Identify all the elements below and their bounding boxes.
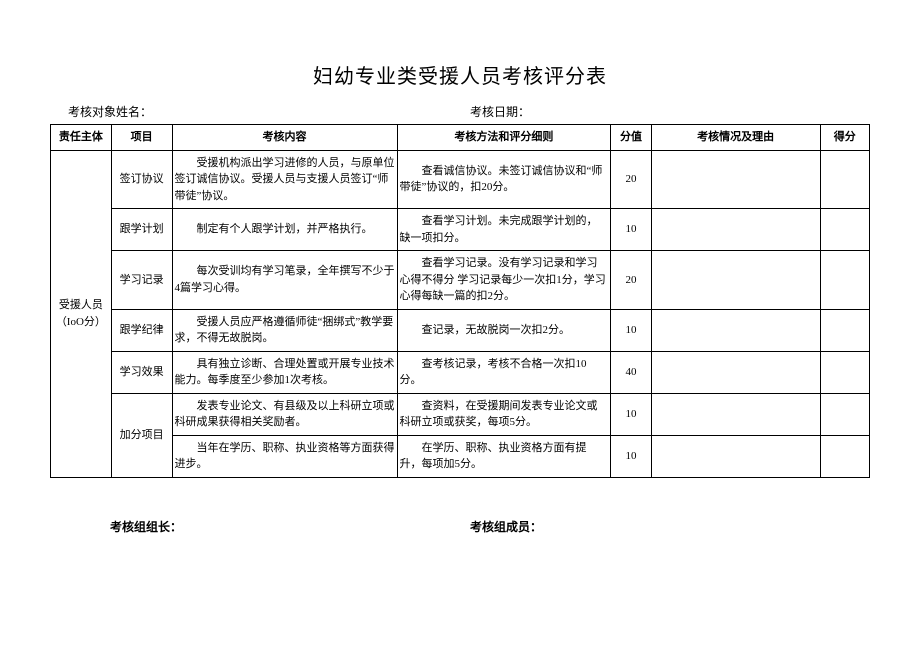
cell-item: 跟学计划 (111, 209, 172, 251)
cell-score: 10 (611, 393, 652, 435)
cell-got (820, 435, 870, 477)
th-item: 项目 (111, 125, 172, 151)
cell-score: 20 (611, 150, 652, 209)
th-content: 考核内容 (172, 125, 397, 151)
th-status: 考核情况及理由 (651, 125, 820, 151)
cell-method: 查资料，在受援期间发表专业论文或科研立项或获奖，每项5分。 (397, 393, 611, 435)
assessment-table: 责任主体 项目 考核内容 考核方法和评分细则 分值 考核情况及理由 得分 受援人… (50, 124, 870, 478)
cell-item: 学习记录 (111, 251, 172, 310)
cell-status (651, 351, 820, 393)
cell-got (820, 150, 870, 209)
cell-got (820, 209, 870, 251)
cell-content: 发表专业论文、有县级及以上科研立项或科研成果获得相关奖励者。 (172, 393, 397, 435)
cell-content: 制定有个人跟学计划，并严格执行。 (172, 209, 397, 251)
cell-item: 学习效果 (111, 351, 172, 393)
cell-content: 当年在学历、职称、执业资格等方面获得进步。 (172, 435, 397, 477)
th-method: 考核方法和评分细则 (397, 125, 611, 151)
cell-subject: 受援人员（IoO分） (51, 150, 112, 477)
cell-status (651, 309, 820, 351)
cell-score: 10 (611, 309, 652, 351)
cell-content: 受援人员应严格遵循师徒“捆绑式”教学要求，不得无故脱岗。 (172, 309, 397, 351)
cell-method: 查看学习计划。未完成跟学计划的，缺一项扣分。 (397, 209, 611, 251)
cell-method: 查记录，无故脱岗一次扣2分。 (397, 309, 611, 351)
table-row: 受援人员（IoO分） 签订协议 受援机构派出学习进修的人员，与原单位签订诚信协议… (51, 150, 870, 209)
th-score: 分值 (611, 125, 652, 151)
table-row: 学习记录 每次受训均有学习笔录，全年撰写不少于4篇学习心得。 查看学习记录。没有… (51, 251, 870, 310)
footer-members-label: 考核组成员： (460, 518, 870, 535)
table-row: 当年在学历、职称、执业资格等方面获得进步。 在学历、职称、执业资格方面有提升，每… (51, 435, 870, 477)
cell-status (651, 393, 820, 435)
cell-got (820, 309, 870, 351)
cell-got (820, 393, 870, 435)
cell-content: 受援机构派出学习进修的人员，与原单位签订诚信协议。受援人员与支援人员签订“师带徒… (172, 150, 397, 209)
cell-score: 20 (611, 251, 652, 310)
table-row: 加分项目 发表专业论文、有县级及以上科研立项或科研成果获得相关奖励者。 查资料，… (51, 393, 870, 435)
cell-score: 40 (611, 351, 652, 393)
cell-item: 跟学纪律 (111, 309, 172, 351)
cell-item: 加分项目 (111, 393, 172, 477)
table-row: 学习效果 具有独立诊断、合理处置或开展专业技术能力。每季度至少参加1次考核。 查… (51, 351, 870, 393)
cell-method: 查看诚信协议。未签订诚信协议和“师带徒”协议的，扣20分。 (397, 150, 611, 209)
cell-method: 查看学习记录。没有学习记录和学习心得不得分 学习记录每少一次扣1分，学习心得每缺… (397, 251, 611, 310)
table-row: 跟学计划 制定有个人跟学计划，并严格执行。 查看学习计划。未完成跟学计划的，缺一… (51, 209, 870, 251)
cell-status (651, 209, 820, 251)
meta-name-label: 考核对象姓名： (50, 103, 460, 120)
footer-leader-label: 考核组组长： (50, 518, 460, 535)
meta-row: 考核对象姓名： 考核日期： (50, 103, 870, 120)
cell-method: 查考核记录，考核不合格一次扣10分。 (397, 351, 611, 393)
page-title: 妇幼专业类受援人员考核评分表 (50, 60, 870, 89)
th-got: 得分 (820, 125, 870, 151)
cell-status (651, 435, 820, 477)
table-header-row: 责任主体 项目 考核内容 考核方法和评分细则 分值 考核情况及理由 得分 (51, 125, 870, 151)
cell-item: 签订协议 (111, 150, 172, 209)
cell-method: 在学历、职称、执业资格方面有提升，每项加5分。 (397, 435, 611, 477)
cell-status (651, 150, 820, 209)
footer-row: 考核组组长： 考核组成员： (50, 518, 870, 535)
cell-content: 每次受训均有学习笔录，全年撰写不少于4篇学习心得。 (172, 251, 397, 310)
table-row: 跟学纪律 受援人员应严格遵循师徒“捆绑式”教学要求，不得无故脱岗。 查记录，无故… (51, 309, 870, 351)
cell-content: 具有独立诊断、合理处置或开展专业技术能力。每季度至少参加1次考核。 (172, 351, 397, 393)
cell-got (820, 351, 870, 393)
cell-status (651, 251, 820, 310)
cell-got (820, 251, 870, 310)
meta-date-label: 考核日期： (460, 103, 870, 120)
th-subject: 责任主体 (51, 125, 112, 151)
cell-score: 10 (611, 209, 652, 251)
cell-score: 10 (611, 435, 652, 477)
